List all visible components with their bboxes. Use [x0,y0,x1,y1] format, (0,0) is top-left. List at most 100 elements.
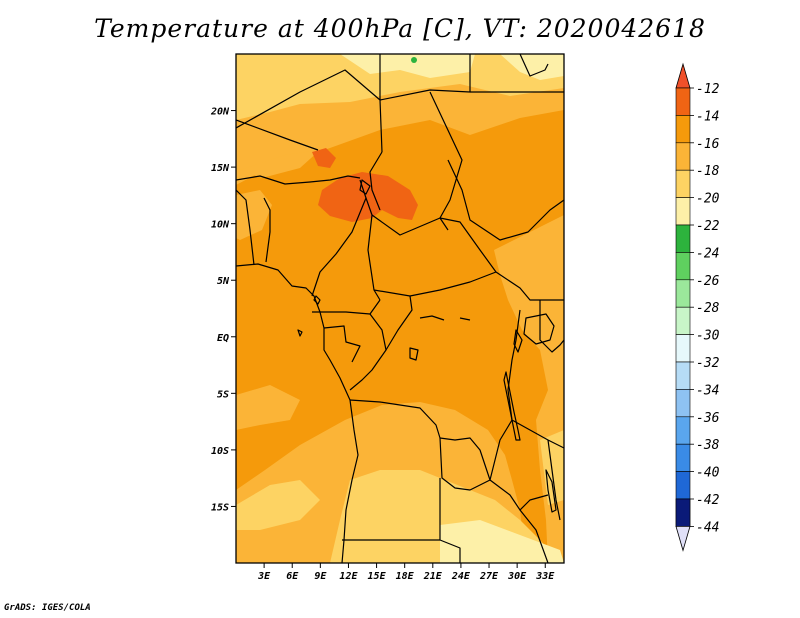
paler-patch-sw [236,480,320,530]
lake-malawi [545,469,557,513]
border-cameroon-gabon [312,299,381,315]
lon-tick-label: 9E [314,571,327,582]
longitude-axis: 3E 6E 9E 12E 15E 18E 21E 24E 27E 30E 33E [257,563,555,582]
lake-albert [513,329,523,353]
colorbar-label: -12 [696,82,720,97]
colorbar-bin [675,443,691,472]
colorbar-bin [675,142,691,171]
colorbar-top-triangle [675,62,691,89]
border-mozambique [519,509,549,563]
border-car-north [371,214,497,273]
river-drc-1 [419,315,445,321]
lightest-patch-south [440,520,564,563]
border-libya-chad [236,69,383,153]
colorbar-bin [675,389,691,418]
border-drc-north [385,295,413,351]
river-drc-2 [459,317,471,321]
border-chad-sudan-east [429,91,463,231]
country-borders [236,54,564,563]
pale-patch-nw [236,190,272,240]
border-libya-sudan [379,54,471,101]
colorbar-bin [675,279,691,308]
colorbar-bin [675,361,691,390]
colorbar-label: -30 [696,329,720,344]
border-car-south [373,271,497,297]
footer-credit: GrADS: IGES/COLA [4,603,91,613]
lat-tick-label: 10S [211,446,229,457]
colorbar-bin [675,197,691,226]
colorbar-label: -26 [696,274,720,289]
lon-tick-label: 6E [286,571,299,582]
colorbar-bin [675,169,691,198]
lat-tick-label: 20N [210,107,230,118]
plot-title: Temperature at 400hPa [C], VT: 202004261… [94,14,706,43]
colorbar-label: -18 [696,164,720,179]
lat-tick-label: 10N [211,220,230,231]
colorbar-label: -14 [696,109,719,124]
lon-tick-label: 18E [396,571,415,582]
lightest-band-north [340,54,475,78]
hot-spot-north [312,148,336,168]
lat-tick-label: 15N [211,163,230,174]
border-algeria-niger [236,119,319,151]
lightest-patch-ne [500,54,564,80]
red-sea-coast [519,54,549,77]
border-south-sudan-east [447,159,564,241]
lon-tick-label: 30E [507,571,527,582]
lon-tick-label: 24E [451,571,471,582]
colorbar: -12 -14 -16 -18 -20 -22 -24 -26 -28 -30 -32 -34 -36 -… [675,62,720,552]
border-malawi [547,439,561,521]
colorbar-bin [675,416,691,445]
colorbar-bin [675,306,691,335]
colorbar-bin [675,498,691,527]
border-nigeria-west [263,197,271,263]
lon-tick-label: 3E [257,571,271,582]
temperature-field [236,54,564,563]
border-drc-west [349,399,441,439]
border-sudan-chad [369,151,383,211]
colorbar-bin [675,471,691,500]
colorbar-label: -28 [696,301,720,316]
colorbar-label: -22 [696,219,720,234]
pale-patch-west-coast [236,385,300,430]
colorbar-label: -20 [696,192,720,207]
border-tanzania [511,419,564,449]
lat-tick-label: 15S [211,502,229,513]
border-nigeria-cameroon [311,179,367,297]
colorbar-label: -44 [696,520,719,535]
lake-victoria [523,313,555,345]
lat-tick-label: 5N [217,276,230,287]
hot-spot-chad [318,172,418,222]
lat-tick-label: EQ [217,333,229,344]
border-south-sudan-south [495,271,564,301]
lon-tick-label: 21E [423,571,443,582]
colorbar-label: -16 [696,137,720,152]
colorbar-label: -32 [696,356,720,371]
colorbar-label: -36 [696,411,720,426]
border-uganda-kenya [539,300,564,353]
colorbar-label: -24 [696,246,719,261]
border-drc-east [489,309,521,481]
border-angola-east [439,478,461,563]
sao-tome [297,329,303,337]
green-speck [411,57,417,63]
lon-tick-label: 15E [368,571,387,582]
colorbar-bin [675,224,691,253]
colorbar-bin [675,252,691,281]
bioko-island [313,295,321,305]
colorbar-label: -34 [696,383,719,398]
lake-chad [359,179,371,195]
lat-tick-label: 5S [217,389,229,400]
border-niger-nigeria [236,175,361,185]
pale-patch-sahel [240,150,320,178]
lon-tick-label: 27E [479,571,499,582]
colorbar-bin [675,334,691,363]
colorbar-bottom-triangle [675,526,691,552]
colorbar-bin [675,87,691,116]
border-cameroon-car [365,197,381,301]
latitude-axis: 20N 15N 10N 5N EQ 5S 10S 15S [210,107,236,513]
lon-tick-label: 33E [535,571,555,582]
colorbar-label: -42 [696,493,720,508]
plot-frame [235,53,565,564]
